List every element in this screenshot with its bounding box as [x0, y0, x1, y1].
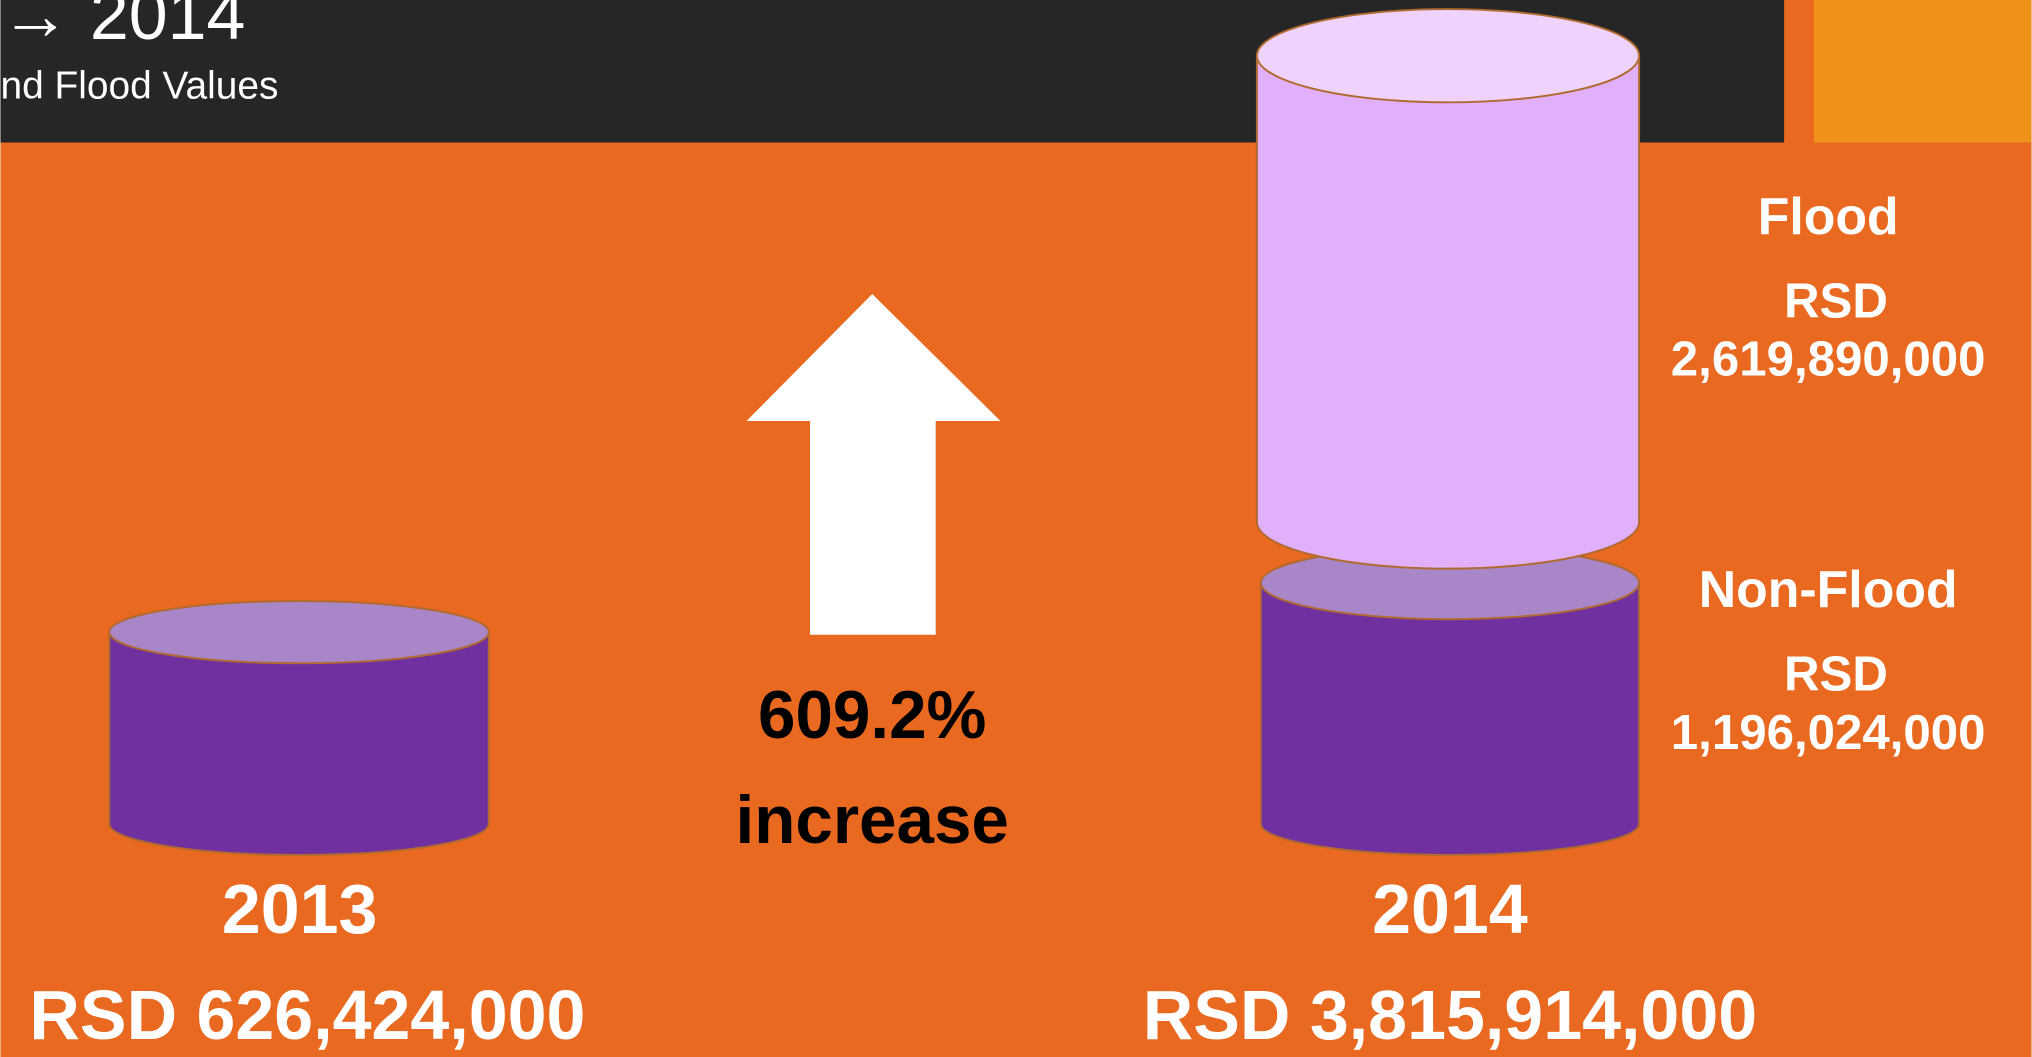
year-2013: 2013 [222, 870, 378, 948]
change-percent: 609.2% [758, 678, 986, 753]
cylinder-2014-non-flood [1259, 545, 1641, 856]
non-flood-label: Non-Flood [1699, 560, 1958, 618]
corner-block [1813, 0, 2032, 143]
year-2014: 2014 [1372, 870, 1528, 948]
subtitle: nd Flood Values [0, 64, 278, 107]
non-flood-amount: 1,196,024,000 [1671, 705, 1986, 760]
non-flood-currency: RSD [1784, 646, 1888, 701]
change-label: increase [736, 783, 1009, 858]
cylinder-2014-flood [1255, 8, 1641, 570]
flood-label: Flood [1758, 187, 1899, 245]
total-2013: RSD 626,424,000 [29, 976, 585, 1054]
total-2014: RSD 3,815,914,000 [1143, 976, 1757, 1054]
title: → 2014 [0, 0, 245, 54]
cylinder-2013 [108, 600, 490, 856]
flood-currency: RSD [1784, 273, 1888, 328]
up-arrow [746, 294, 1001, 635]
flood-amount: 2,619,890,000 [1671, 332, 1986, 387]
